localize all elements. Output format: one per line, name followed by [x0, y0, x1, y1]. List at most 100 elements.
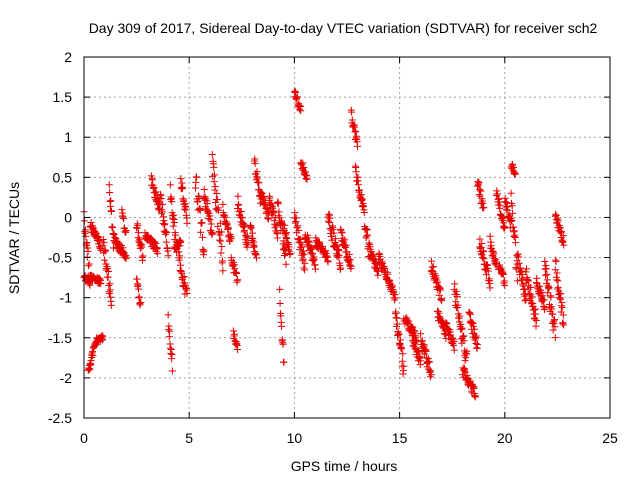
data-point [203, 200, 211, 208]
data-point [420, 342, 428, 350]
data-point [507, 217, 515, 225]
data-point [554, 217, 562, 225]
data-point [326, 214, 334, 222]
data-point [217, 237, 225, 245]
data-point [513, 260, 521, 268]
data-point [295, 226, 303, 234]
data-point [99, 332, 107, 340]
data-point [90, 224, 98, 232]
data-point [243, 233, 251, 241]
data-point [244, 239, 252, 247]
data-point [480, 247, 488, 255]
data-point [352, 127, 360, 135]
data-point [540, 303, 548, 311]
data-point [519, 275, 527, 283]
data-point [139, 252, 147, 260]
data-point [177, 175, 185, 183]
data-point [164, 252, 172, 260]
data-point [193, 173, 201, 181]
data-point [358, 195, 366, 203]
data-point [221, 213, 229, 221]
data-point [134, 222, 142, 230]
data-point [505, 211, 513, 219]
data-point [165, 322, 173, 330]
data-point [105, 281, 113, 289]
data-point [168, 350, 176, 358]
data-point [480, 204, 488, 212]
data-point [210, 163, 218, 171]
data-point [224, 225, 232, 233]
data-point [542, 271, 550, 279]
data-point [294, 222, 302, 230]
data-point [400, 362, 408, 370]
data-point [109, 223, 117, 231]
data-point [210, 178, 218, 186]
data-point [552, 257, 560, 265]
data-point [325, 210, 333, 218]
data-point [304, 234, 312, 242]
data-point [219, 267, 227, 275]
data-point [134, 229, 142, 237]
data-point [303, 175, 311, 183]
data-point [107, 197, 115, 205]
data-point [179, 273, 187, 281]
data-point [231, 330, 239, 338]
data-point [106, 280, 114, 288]
data-point [527, 284, 535, 292]
data-point [560, 241, 568, 249]
data-point [249, 235, 257, 243]
data-point [551, 323, 559, 331]
data-point [438, 297, 446, 305]
data-point [135, 293, 143, 301]
data-point [293, 93, 301, 101]
data-point [277, 312, 285, 320]
data-point [105, 181, 113, 189]
data-point [104, 267, 112, 275]
data-point [437, 286, 445, 294]
data-point [501, 281, 509, 289]
data-point [482, 261, 490, 269]
data-point [395, 330, 403, 338]
data-point [99, 242, 107, 250]
data-point [154, 250, 162, 258]
data-point [453, 293, 461, 301]
data-point [354, 173, 362, 181]
data-point [329, 225, 337, 233]
data-point [217, 228, 225, 236]
data-point [352, 168, 360, 176]
data-point [468, 319, 476, 327]
data-point [560, 321, 568, 329]
data-point [158, 208, 166, 216]
data-point [152, 188, 160, 196]
data-point [177, 237, 185, 245]
data-point [166, 181, 174, 189]
data-point [458, 324, 466, 332]
data-point [524, 276, 532, 284]
data-point [507, 189, 515, 197]
data-point [169, 222, 177, 230]
data-point [543, 276, 551, 284]
data-point [508, 217, 516, 225]
data-point [280, 358, 288, 366]
data-point [170, 218, 178, 226]
data-point [171, 231, 179, 239]
data-point [108, 207, 116, 215]
data-point [397, 336, 405, 344]
data-point [515, 259, 523, 267]
data-point [531, 315, 539, 323]
data-point [247, 223, 255, 231]
data-point [219, 200, 227, 208]
data-point [337, 264, 345, 272]
data-point [348, 108, 356, 116]
data-point [207, 220, 215, 228]
data-point [386, 277, 394, 285]
data-point [253, 254, 261, 262]
data-point [512, 239, 520, 247]
data-point [257, 188, 265, 196]
data-point [452, 287, 460, 295]
data-point [549, 310, 557, 318]
data-point [522, 268, 530, 276]
data-point [422, 347, 430, 355]
data-point [194, 198, 202, 206]
data-point [450, 346, 458, 354]
